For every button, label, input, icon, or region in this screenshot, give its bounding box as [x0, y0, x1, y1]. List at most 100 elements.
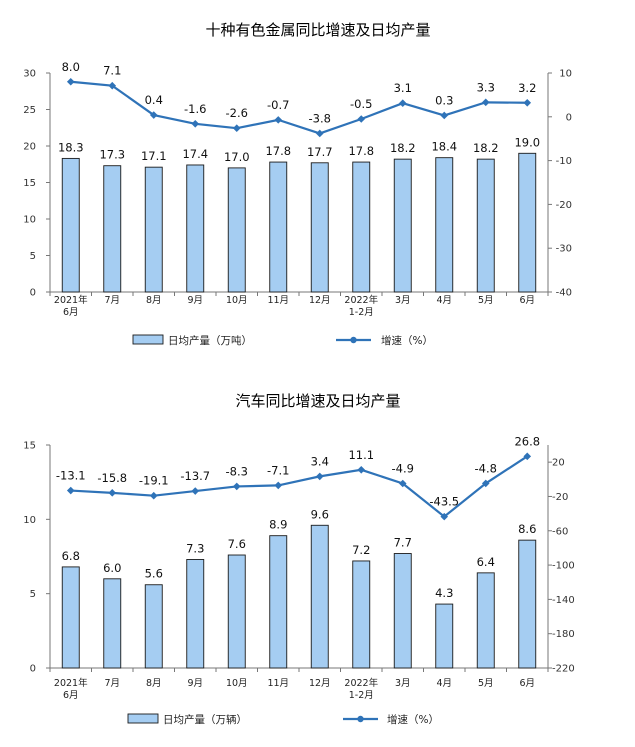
line-value-label: -43.5	[429, 495, 459, 509]
category-label: 4月	[436, 678, 452, 689]
line-value-label: -0.5	[350, 97, 372, 111]
right-tick-label: -20	[556, 200, 572, 211]
line-point	[274, 481, 283, 490]
bar	[269, 161, 288, 293]
line-point	[357, 465, 366, 474]
line-value-label: 3.3	[477, 80, 495, 94]
bar-value-label: 18.4	[431, 140, 457, 154]
right-tick-label: -100	[552, 561, 575, 572]
bar-value-label: 9.6	[311, 507, 329, 521]
bar	[103, 578, 122, 669]
category-label: 6月	[63, 307, 79, 318]
bar	[352, 560, 371, 669]
bar-value-label: 5.6	[145, 567, 163, 581]
category-label: 7月	[104, 678, 120, 689]
legend-bar-swatch	[127, 713, 159, 724]
right-tick-label: -20	[552, 492, 568, 503]
bar	[310, 162, 329, 293]
bar-value-label: 18.3	[58, 140, 84, 154]
line-point	[357, 115, 366, 123]
bar-labels: 18.3 17.3 17.1 17.4 17.0 17.8 17.7 17.8 18.2 18.4…	[58, 135, 540, 164]
line-series	[66, 452, 532, 521]
line-value-label: 0.4	[145, 93, 163, 107]
line-value-label: -15.8	[97, 471, 127, 485]
bar-series	[61, 524, 537, 669]
bar	[227, 554, 246, 669]
line-value-label: -13.1	[56, 469, 86, 483]
category-label: 6月	[519, 295, 535, 306]
category-label: 2021年	[54, 677, 88, 689]
right-tick-label: -60	[552, 526, 568, 537]
bar	[103, 165, 122, 293]
category-label: 10月	[226, 295, 248, 306]
line-point	[108, 489, 117, 497]
category-label: 2022年	[344, 294, 378, 306]
bar-value-label: 17.8	[265, 144, 291, 158]
line-point	[440, 111, 449, 120]
right-tick-label: -220	[552, 664, 575, 675]
category-label: 9月	[187, 295, 203, 306]
bar-value-label: 7.6	[228, 537, 246, 551]
bar-value-label: 6.4	[477, 555, 495, 569]
category-label: 10月	[226, 678, 248, 689]
bar	[518, 539, 537, 669]
bar-value-label: 8.9	[269, 518, 287, 532]
chart-title: 十种有色金属同比增速及日均产量	[205, 21, 430, 39]
legend-line-label: 增速（%）	[387, 713, 439, 726]
line-point	[481, 479, 490, 488]
category-label: 6月	[519, 678, 535, 689]
category-label: 1-2月	[349, 690, 374, 701]
line-labels: 8.0 7.1 0.4 -1.6 -2.6 -0.7 -3.8 -0.5 3.1 0.3 3.3 3.…	[62, 60, 537, 126]
category-label: 4月	[436, 295, 452, 306]
line-point	[149, 491, 158, 500]
bar-value-label: 4.3	[435, 586, 453, 600]
bar-value-label: 7.3	[186, 541, 204, 555]
bar	[144, 166, 163, 293]
line-value-label: -1.6	[184, 102, 206, 116]
line-point	[149, 111, 158, 119]
bar	[476, 158, 495, 293]
line-value-label: -13.7	[180, 469, 210, 483]
line-point	[315, 129, 324, 138]
left-tick-label: 5	[30, 589, 36, 600]
bar	[435, 603, 454, 669]
right-tick-label: 10	[559, 69, 572, 80]
right-tick-label: -140	[552, 595, 575, 606]
bar-value-label: 18.2	[473, 141, 499, 155]
category-label: 1-2月	[349, 307, 374, 318]
legend-bar-label: 日均产量（万辆）	[163, 713, 247, 726]
chart-title: 汽车同比增速及日均产量	[235, 392, 400, 410]
growth-line	[70, 80, 528, 135]
chart-axes: 0 5 10 15 20 25 30 -40 -30 -20 -10 0 10	[23, 69, 572, 299]
category-label: 9月	[187, 678, 203, 689]
bar-value-label: 17.4	[182, 147, 208, 161]
legend-bar-label: 日均产量（万吨）	[168, 334, 252, 347]
line-value-label: -19.1	[139, 474, 169, 488]
line-series	[66, 77, 532, 138]
line-point	[315, 472, 324, 481]
left-tick-label: 10	[23, 215, 36, 226]
category-label: 3月	[395, 678, 411, 689]
line-value-label: 11.1	[348, 448, 374, 462]
bar-labels: 6.8 6.0 5.6 7.3 7.6 8.9 9.6 7.2 7.7 4.3 6.4 8.6	[62, 507, 537, 600]
line-point	[66, 486, 75, 495]
bar-value-label: 19.0	[514, 135, 540, 149]
bar	[61, 157, 80, 293]
bar-value-label: 17.0	[224, 150, 250, 164]
bar	[310, 524, 329, 669]
line-value-label: 7.1	[103, 64, 121, 78]
chart-axes: 0 5 10 15 -220 -180 -140 -100 -60 -20 20	[23, 441, 574, 675]
line-point	[191, 487, 200, 495]
line-value-label: -0.7	[267, 98, 289, 112]
bar	[393, 553, 412, 669]
line-value-label: -4.8	[475, 461, 497, 475]
left-tick-label: 10	[23, 515, 36, 526]
legend-line-label: 增速（%）	[381, 334, 433, 347]
legend-line-marker	[357, 715, 364, 723]
line-labels: -13.1 -15.8 -19.1 -13.7 -8.3 -7.1 3.4 11.1 -4.9 -…	[56, 434, 540, 508]
line-value-label: 26.8	[514, 434, 540, 448]
bar-value-label: 7.7	[394, 536, 412, 550]
line-point	[398, 99, 407, 108]
